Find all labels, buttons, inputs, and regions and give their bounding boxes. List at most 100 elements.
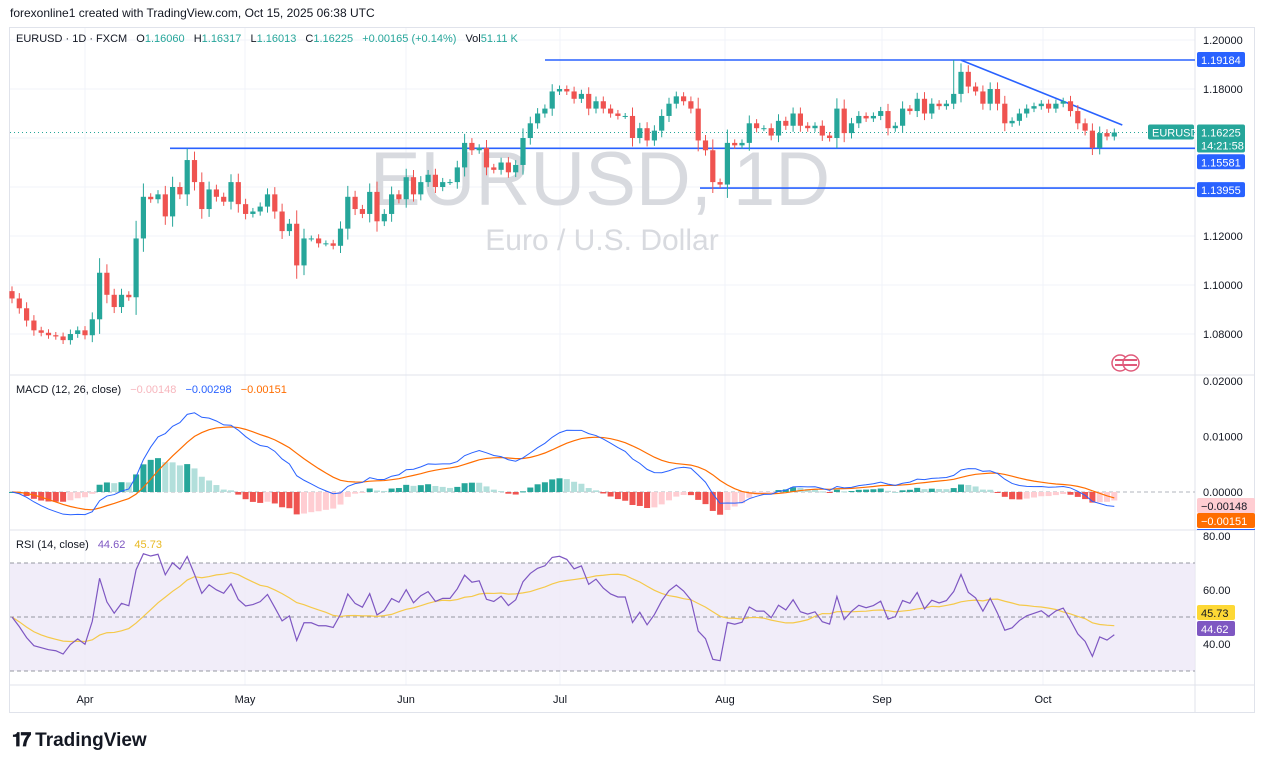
macd-histogram-bar xyxy=(571,481,578,492)
candle-body xyxy=(316,238,322,244)
macd-histogram-bar xyxy=(1096,492,1103,503)
candle-body xyxy=(53,335,59,337)
macd-histogram-bar xyxy=(1111,492,1118,501)
candle-body xyxy=(783,120,789,126)
macd-signal-value: −0.00151 xyxy=(240,384,287,396)
candle-body xyxy=(600,101,606,109)
candle-body xyxy=(1111,132,1117,137)
candle-body xyxy=(454,167,460,183)
candle-body xyxy=(513,164,519,173)
macd-histogram-bar xyxy=(1009,492,1016,500)
candle-body xyxy=(936,103,942,107)
macd-histogram-bar xyxy=(636,492,643,506)
candle-body xyxy=(1046,103,1052,109)
candle-body xyxy=(900,108,906,126)
macd-histogram-bar xyxy=(133,474,140,492)
trend-line xyxy=(960,59,1123,126)
macd-histogram-bar xyxy=(512,492,519,495)
macd-histogram-bar xyxy=(220,489,227,492)
macd-histogram-bar xyxy=(870,489,877,492)
candle-body xyxy=(1024,108,1030,114)
flag-icon[interactable] xyxy=(1111,354,1140,372)
macd-histogram-bar xyxy=(344,492,351,497)
rsi-tick: 60.00 xyxy=(1203,585,1231,597)
rsi-legend[interactable]: RSI (14, close) 44.62 45.73 xyxy=(16,539,168,551)
macd-histogram-bar xyxy=(943,489,950,492)
macd-histogram-bar xyxy=(826,492,833,493)
candle-body xyxy=(805,125,811,129)
candle-body xyxy=(1075,111,1081,124)
candle-body xyxy=(965,71,971,87)
macd-histogram-bar xyxy=(1074,492,1081,497)
candle-body xyxy=(695,108,701,141)
candle-body xyxy=(571,91,577,99)
candle-body xyxy=(1016,113,1022,121)
level-high-badge: 1.19184 xyxy=(1201,55,1241,67)
candle-body xyxy=(228,182,234,202)
candle-body xyxy=(389,194,395,214)
macd-histogram-bar xyxy=(23,492,30,496)
candle-body xyxy=(243,204,249,214)
candle-body xyxy=(841,108,847,134)
candle-body xyxy=(710,150,716,183)
macd-histogram-bar xyxy=(1067,492,1074,495)
candle-body xyxy=(681,96,687,102)
tradingview-logo[interactable]: 𝟏𝟕 TradingView xyxy=(12,730,147,752)
candle-body xyxy=(892,125,898,129)
candle-body xyxy=(104,272,110,295)
macd-histogram-bar xyxy=(687,492,694,496)
rsi-ma-value: 45.73 xyxy=(134,539,162,551)
macd-histogram-bar xyxy=(760,492,767,493)
time-tick: Oct xyxy=(1034,694,1051,706)
macd-legend[interactable]: MACD (12, 26, close) −0.00148 −0.00298 −… xyxy=(16,384,293,396)
candle-body xyxy=(761,128,767,130)
macd-histogram-bar xyxy=(885,490,891,492)
candle-body xyxy=(812,125,818,129)
macd-histogram-bar xyxy=(812,489,818,492)
macd-tick: 0.00000 xyxy=(1203,487,1243,499)
candle-body xyxy=(549,91,555,109)
time-tick: Jul xyxy=(553,694,567,706)
candle-body xyxy=(593,101,599,109)
macd-histogram-bar xyxy=(578,483,585,492)
level-low-badge: 1.13955 xyxy=(1201,185,1241,197)
macd-histogram-bar xyxy=(527,487,534,492)
macd-histogram-bar xyxy=(410,485,417,492)
candle-body xyxy=(177,187,183,195)
macd-histogram-bar xyxy=(483,486,490,492)
candle-body xyxy=(9,291,15,299)
macd-histogram-bar xyxy=(541,482,548,492)
macd-histogram-bar xyxy=(1023,492,1030,499)
candle-body xyxy=(921,98,928,114)
candle-body xyxy=(162,194,168,217)
candle-body xyxy=(1060,101,1066,104)
macd-histogram-bar xyxy=(498,491,505,493)
macd-histogram-bar xyxy=(841,491,848,493)
macd-histogram-bar xyxy=(125,482,132,492)
candle-body xyxy=(1031,106,1037,109)
macd-histogram-bar xyxy=(534,484,541,492)
level-low-badge-bg xyxy=(1197,182,1245,198)
macd-histogram-bar xyxy=(315,492,322,512)
rsi-ma-badge-bg xyxy=(1197,605,1235,620)
candle-body xyxy=(308,238,314,240)
candle-body xyxy=(775,120,782,136)
macd-histogram-bar xyxy=(936,489,943,492)
candle-body xyxy=(352,196,358,210)
macd-histogram-bar xyxy=(242,492,249,500)
macd-histogram-bar xyxy=(279,492,286,508)
candle-body xyxy=(330,243,336,246)
candle-body xyxy=(520,138,526,165)
candle-body xyxy=(732,142,738,146)
candle-body xyxy=(1097,133,1103,148)
macd-histogram-bar xyxy=(1038,492,1045,497)
chart-frame[interactable] xyxy=(9,27,1255,713)
candle-body xyxy=(914,98,920,112)
symbol-legend[interactable]: EURUSD · 1D · FXCM O1.16060 H1.16317 L1.… xyxy=(16,33,524,45)
macd-histogram-bar xyxy=(950,488,957,492)
candle-body xyxy=(221,196,227,202)
macd-histogram-bar xyxy=(746,492,753,498)
candle-body xyxy=(1082,123,1088,131)
macd-histogram-bar xyxy=(228,490,234,492)
